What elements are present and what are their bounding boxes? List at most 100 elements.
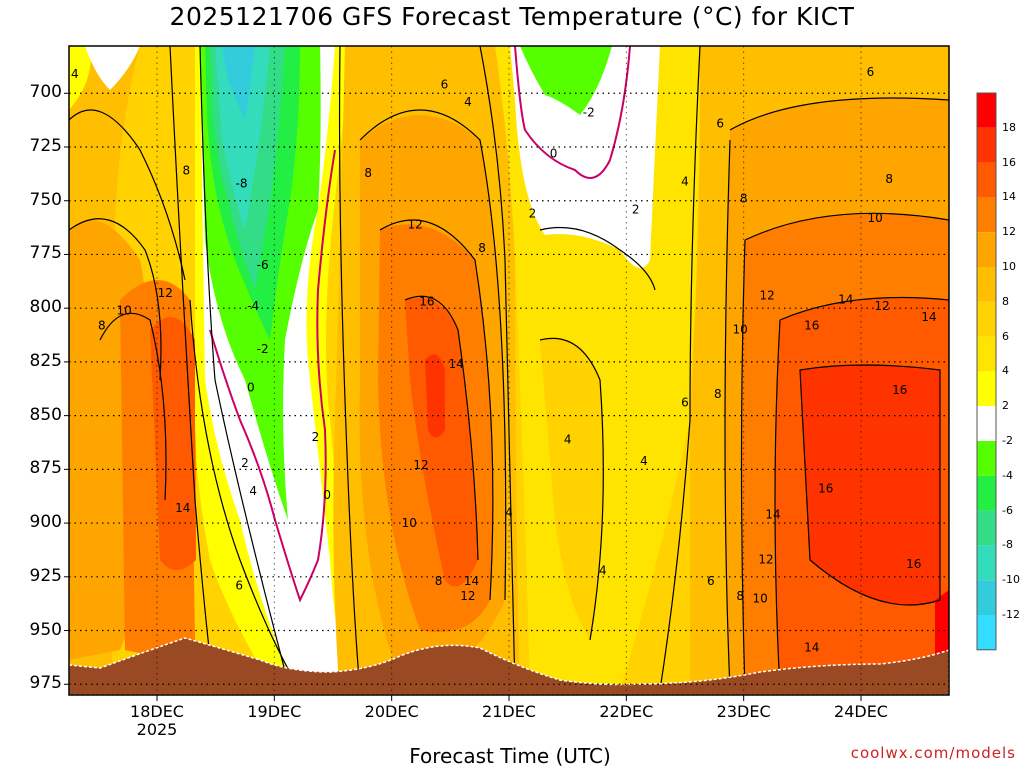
- warm-tongue-20dec-core: [405, 298, 478, 587]
- contour-label: 14: [449, 357, 464, 371]
- y-tick-label: 900: [29, 512, 62, 533]
- isotherm-2-19dec: [199, 46, 291, 691]
- colorbar-segment: [977, 197, 996, 233]
- colorbar-segment: [977, 371, 996, 407]
- colorbar: [976, 92, 997, 651]
- contour-label: 12: [874, 299, 889, 313]
- isotherm-4-19dec: [189, 299, 301, 691]
- contour-label: 2: [632, 202, 640, 216]
- contour-label: 0: [550, 146, 558, 160]
- colorbar-label: 8: [1002, 294, 1009, 308]
- isotherm-8-20dec: [359, 109, 507, 601]
- isotherm-12-late-left: [774, 319, 781, 691]
- contour-label: 8: [478, 241, 486, 255]
- contour-label: 4: [71, 67, 79, 81]
- isotherm-4-left: [69, 109, 186, 281]
- warm-core-20dec-hot: [425, 354, 445, 438]
- y-tick-label: 850: [29, 404, 62, 425]
- contour-label: 6: [441, 78, 449, 92]
- corridor-21dec-minus2: [520, 46, 612, 115]
- x-tick-label: 22DEC: [599, 702, 654, 721]
- colorbar-label: 18: [1002, 120, 1016, 134]
- terrain-ground: [68, 637, 950, 696]
- x-tick-label: 21DEC: [482, 702, 536, 721]
- colorbar-label: -8: [1002, 538, 1013, 552]
- isotherm-6-late-left: [724, 139, 731, 691]
- contour-label: -2: [257, 342, 269, 356]
- contour-label: 10: [733, 323, 748, 337]
- isotherm-2-21dec: [539, 226, 656, 291]
- contour-label: 14: [921, 310, 936, 324]
- colorbar-label: 4: [1002, 364, 1009, 378]
- contour-label: -6: [257, 258, 269, 272]
- colorbar-segment: [977, 267, 996, 302]
- colorbar-label: 6: [1002, 329, 1009, 343]
- isotherm-12-20dec: [379, 219, 494, 601]
- x-tick-label: 19DEC: [247, 702, 302, 721]
- contour-label: 4: [599, 563, 607, 577]
- contour-label: 4: [249, 484, 257, 498]
- y-tick-label: 725: [29, 136, 62, 156]
- contour-label: 2: [241, 456, 249, 470]
- white-corner-left: [85, 46, 140, 90]
- contour-label: 10: [752, 591, 767, 605]
- contour-label: 16: [419, 295, 434, 309]
- colorbar-label: -6: [1002, 503, 1013, 517]
- zero-contours: [209, 45, 631, 603]
- contour-label: 8: [714, 387, 722, 401]
- gridlines: [64, 46, 949, 701]
- colorbar-segment: [977, 336, 996, 372]
- corridor-21dec-pocket: [540, 338, 604, 640]
- y-tick-label: 775: [29, 243, 62, 264]
- colorbar-label: 16: [1002, 155, 1016, 169]
- y-tick-label: 975: [29, 673, 62, 694]
- colorbar-label: 14: [1002, 190, 1016, 204]
- contour-label: 8: [885, 172, 893, 186]
- colorbar-label: -10: [1002, 573, 1020, 587]
- x-axis-label: Forecast Time (UTC): [409, 744, 611, 768]
- contour-label: 4: [505, 505, 513, 519]
- isotherm-4-22dec: [659, 46, 701, 691]
- contour-label: 14: [175, 501, 190, 515]
- contour-label: 6: [716, 116, 724, 130]
- source-credit: coolwx.com/models: [850, 744, 1016, 762]
- contour-label: 16: [906, 557, 921, 571]
- colorbar-label: 12: [1002, 225, 1016, 239]
- y-tick-label: 925: [29, 565, 62, 586]
- contour-label: 4: [681, 174, 689, 188]
- contour-label: -2: [583, 106, 595, 120]
- contour-label: 10: [117, 303, 132, 317]
- colorbar-frame: [976, 92, 997, 651]
- colorbar-segment: [977, 475, 996, 511]
- y-tick-label: 800: [29, 297, 62, 318]
- colorbar-segment: [977, 580, 996, 615]
- contour-label: -8: [235, 177, 247, 191]
- colorbar-segment: [977, 232, 996, 267]
- colorbar-label: -4: [1002, 468, 1013, 482]
- colorbar-segment: [977, 127, 996, 163]
- colorbar-segment: [977, 301, 996, 337]
- y-tick-label: 875: [29, 458, 62, 479]
- isotherm-16-late: [799, 364, 941, 606]
- colorbar-segment: [977, 441, 996, 476]
- isotherm-12-late: [779, 296, 949, 321]
- colorbar-label: 2: [1002, 399, 1009, 413]
- isotherm-6-20dec: [338, 46, 361, 691]
- warm-field-late-core: [800, 365, 940, 605]
- colorbar-label: -12: [1002, 608, 1020, 621]
- contour-label: 6: [707, 574, 715, 588]
- contour-label: 8: [98, 318, 106, 332]
- contour-label: 16: [892, 383, 907, 397]
- x-tick-label: 18DEC: [130, 702, 184, 721]
- isotherm-front-18dec: [169, 46, 215, 695]
- colorbar-segment: [977, 510, 996, 546]
- contour-label: 12: [413, 458, 428, 472]
- chart-title: 2025121706 GFS Forecast Temperature (°C)…: [169, 2, 855, 31]
- isotherm-10-left: [99, 312, 167, 501]
- zero-contour-21dec: [514, 45, 631, 179]
- contour-label: 12: [759, 288, 774, 302]
- zero-contour-19dec: [209, 149, 336, 603]
- contour-label: 8: [364, 166, 372, 180]
- contour-label: 8: [740, 192, 748, 206]
